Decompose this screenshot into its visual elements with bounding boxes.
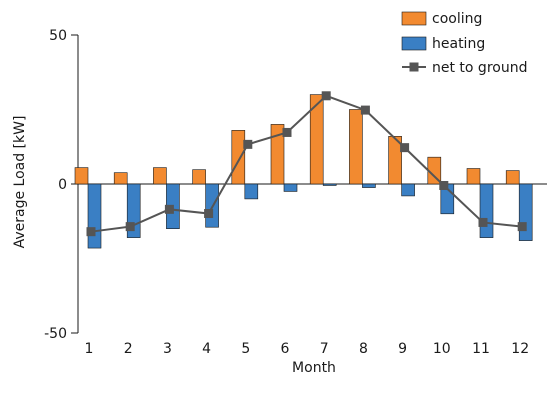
- legend: cooling heating net to ground: [401, 11, 527, 76]
- x-tick-label: 10: [433, 341, 451, 357]
- x-tick-label: 2: [124, 341, 133, 357]
- net-to-ground-marker: [478, 217, 488, 227]
- net-to-ground-marker: [517, 222, 527, 232]
- net-to-ground-marker: [400, 143, 410, 153]
- y-tick-label: -50: [44, 326, 67, 342]
- x-axis-title: Month: [292, 360, 336, 376]
- heating-bar: [362, 183, 376, 188]
- heating-bar: [479, 183, 494, 238]
- x-tick-label: 9: [398, 341, 407, 357]
- x-tick-label: 6: [281, 341, 290, 357]
- net-to-ground-marker: [439, 180, 449, 190]
- net-to-ground-marker: [321, 91, 331, 101]
- y-tick-label: 0: [58, 177, 67, 193]
- cooling-bar: [270, 124, 285, 185]
- net-to-ground-marker: [125, 222, 135, 232]
- cooling-bar: [466, 168, 481, 185]
- cooling-bar: [113, 172, 128, 185]
- net-to-ground-marker: [204, 209, 214, 219]
- net-to-ground-marker: [164, 204, 174, 214]
- legend-label: cooling: [432, 11, 482, 27]
- cooling-bar: [153, 167, 167, 185]
- cooling-bar: [505, 170, 520, 185]
- heating-bar: [518, 183, 533, 241]
- x-tick-label: 4: [202, 341, 211, 357]
- heating-bar: [322, 183, 337, 186]
- net-to-ground-marker: [282, 127, 292, 137]
- net-to-ground-marker: [243, 139, 253, 149]
- heating-bar: [87, 183, 102, 249]
- legend-label: net to ground: [432, 60, 527, 76]
- net-to-ground-marker: [360, 105, 370, 115]
- heating-bar: [244, 183, 259, 200]
- legend-swatch-heating: [401, 36, 427, 51]
- x-tick-label: 8: [359, 341, 368, 357]
- net-to-ground-line: [90, 94, 523, 233]
- x-tick-label: 11: [472, 341, 490, 357]
- y-tick-label: 50: [49, 28, 67, 44]
- cooling-bar: [309, 94, 324, 185]
- legend-swatch-net-marker: [409, 62, 419, 72]
- x-tick-label: 5: [241, 341, 250, 357]
- net-line-group: [86, 91, 527, 237]
- y-axis-title: Average Load [kW]: [12, 116, 28, 249]
- net-to-ground-marker: [86, 227, 96, 237]
- x-tick-label: 1: [85, 341, 94, 357]
- heating-bar: [401, 183, 415, 197]
- legend-label: heating: [432, 36, 485, 52]
- cooling-bar: [349, 109, 363, 185]
- x-tick-label: 3: [163, 341, 172, 357]
- x-tick-label: 7: [320, 341, 329, 357]
- legend-swatch-cooling: [401, 11, 427, 26]
- cooling-bar: [74, 167, 89, 185]
- cooling-bar: [231, 130, 246, 185]
- heating-bar: [283, 183, 298, 192]
- cooling-bar: [388, 136, 402, 185]
- x-tick-label: 12: [511, 341, 529, 357]
- cooling-bar: [192, 169, 206, 185]
